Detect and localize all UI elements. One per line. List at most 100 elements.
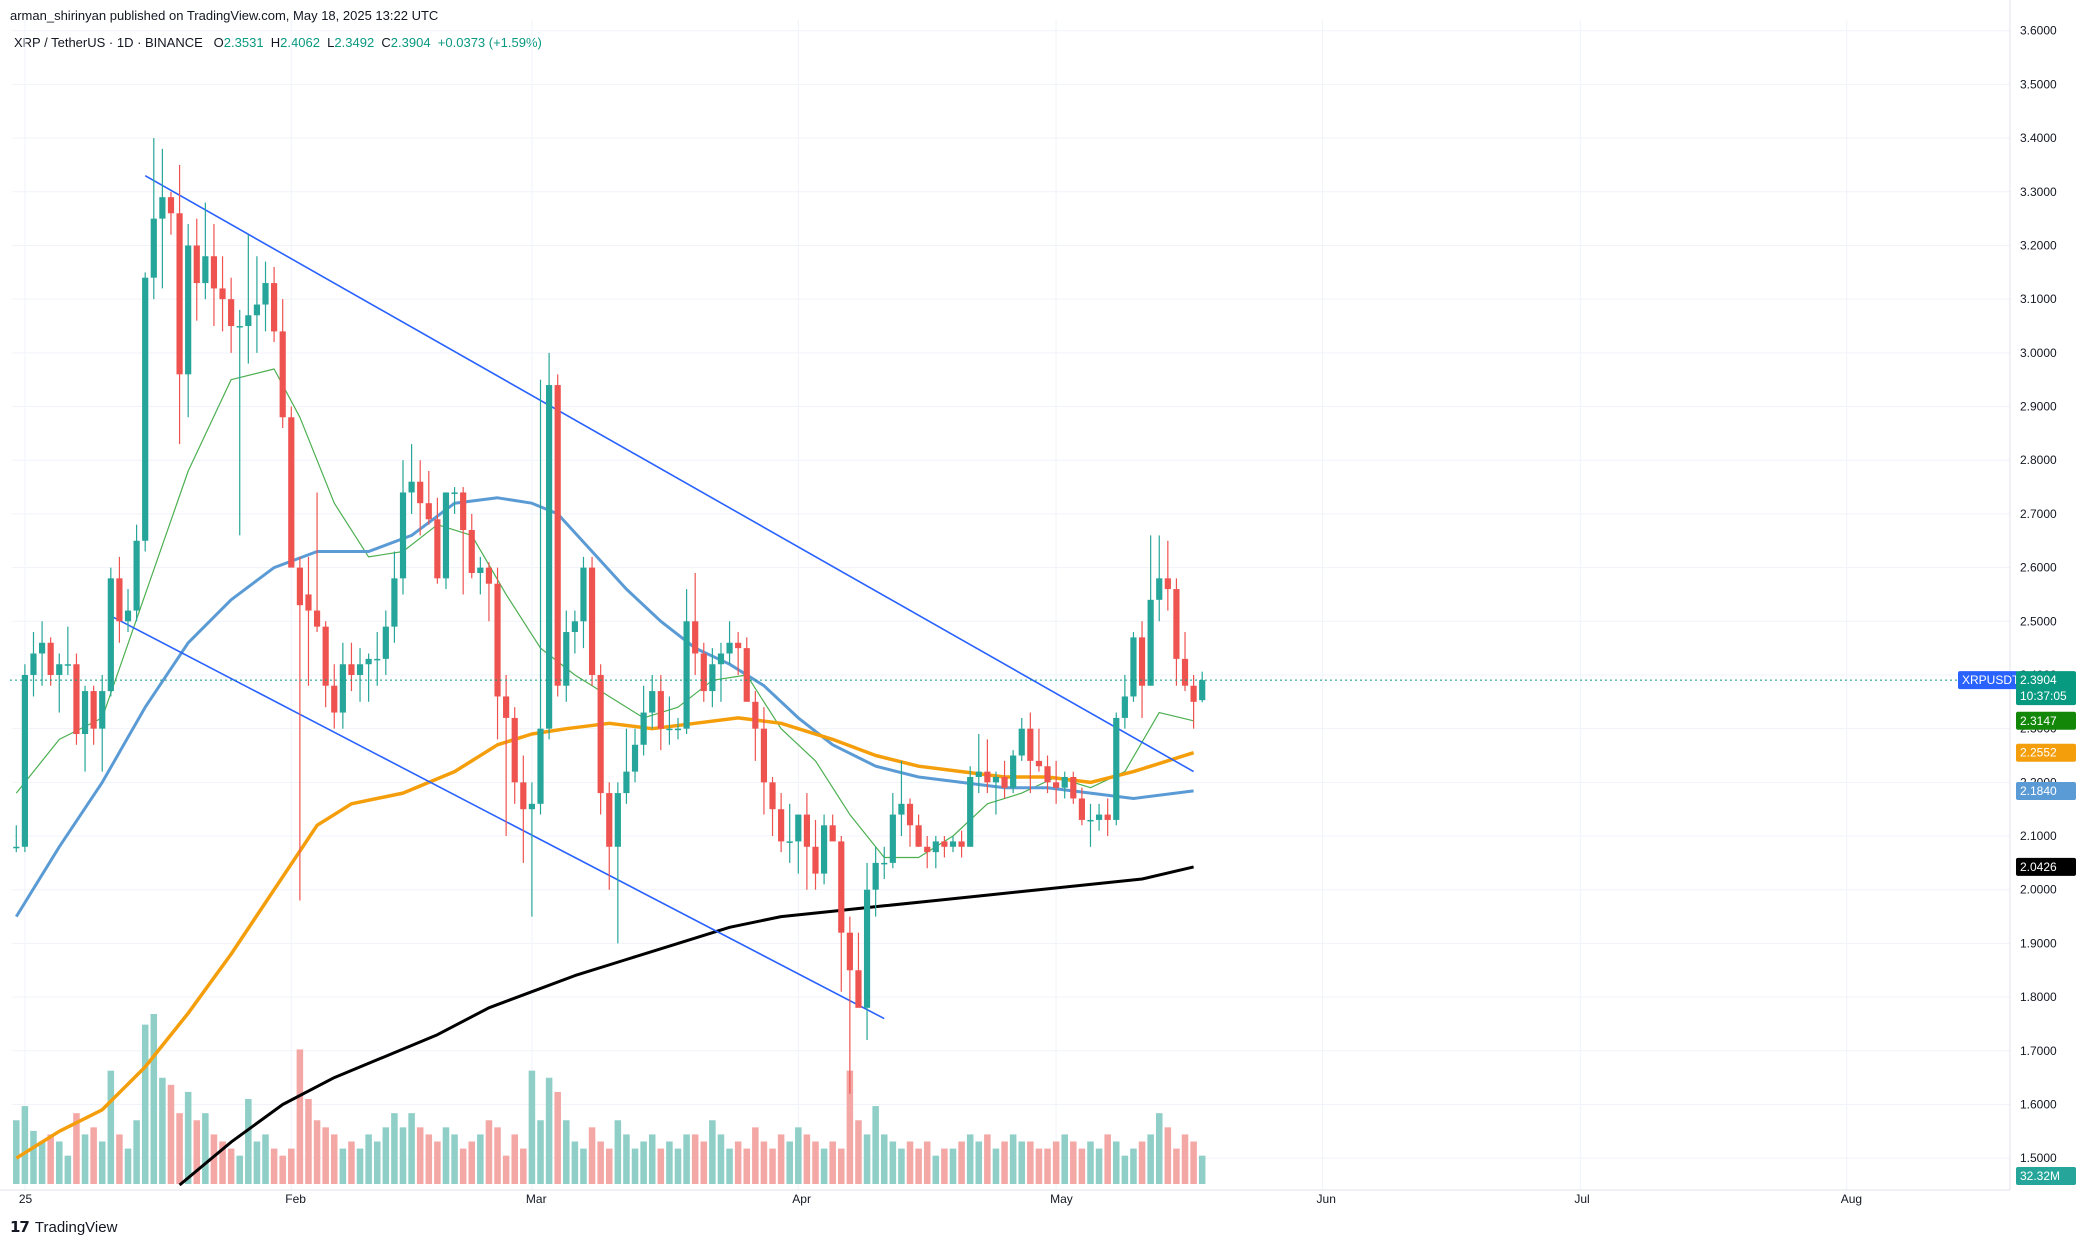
volume-bar: [949, 1148, 957, 1184]
candle-body: [1138, 637, 1146, 686]
candle-body: [1121, 696, 1128, 718]
price-badge-text: 2.1840: [2020, 784, 2057, 798]
volume-bar: [829, 1141, 836, 1184]
candle-body: [752, 701, 759, 729]
candle-body: [434, 519, 441, 579]
volume-bars: [13, 1014, 1206, 1184]
candle-body: [580, 567, 587, 622]
tradingview-logo[interactable]: 𝟭𝟳 TradingView: [10, 1218, 117, 1237]
y-tick-label: 2.5000: [2020, 614, 2057, 628]
volume-bar: [812, 1141, 819, 1184]
candle-body: [623, 771, 630, 794]
volume-bar: [683, 1134, 690, 1184]
volume-bar: [545, 1077, 553, 1184]
candle-body: [881, 862, 888, 865]
candle-body: [442, 492, 450, 579]
volume-bar: [210, 1134, 218, 1184]
price-badges: XRPUSDT 2.3904 10:37:05 2.3147 2.2552 2.1840 2…: [1958, 671, 2076, 1185]
candle-body: [958, 841, 965, 847]
symbol-name[interactable]: XRP / TetherUS · 1D · BINANCE: [14, 35, 203, 50]
volume-bar: [373, 1141, 381, 1184]
price-badge: [2016, 711, 2076, 730]
volume-bar: [451, 1134, 458, 1184]
volume-bar: [391, 1113, 398, 1184]
high-value: 2.4062: [280, 35, 320, 50]
price-badge-text: 2.3904: [2020, 673, 2057, 687]
candle-body: [984, 771, 991, 783]
candle-body: [202, 256, 209, 284]
candle-body: [331, 685, 338, 713]
volume-bar: [365, 1134, 372, 1184]
volume-bar: [425, 1134, 433, 1184]
volume-bar: [296, 1049, 304, 1184]
volume-bar: [743, 1148, 751, 1184]
volume-bar: [339, 1148, 347, 1184]
volume-bar: [786, 1141, 793, 1184]
candle-body: [64, 664, 71, 666]
volume-bar: [227, 1148, 235, 1184]
price-badge-text: 2.0426: [2020, 860, 2057, 874]
candle-body: [786, 841, 793, 843]
close-value: 2.3904: [390, 35, 431, 50]
volume-bar: [898, 1148, 905, 1184]
y-tick-label: 1.7000: [2020, 1044, 2057, 1058]
y-tick-label: 1.6000: [2020, 1097, 2057, 1111]
volume-bar: [382, 1127, 390, 1184]
volume-bar: [305, 1099, 312, 1184]
volume-bar: [709, 1120, 716, 1184]
volume-bar: [537, 1120, 544, 1184]
candle-body: [193, 245, 200, 284]
volume-bar: [984, 1134, 991, 1184]
volume-bar: [666, 1141, 673, 1184]
price-badge: [2016, 857, 2076, 876]
candle-body: [485, 567, 493, 584]
candle-body: [666, 728, 673, 731]
candle-body: [872, 862, 879, 890]
volume-bar: [98, 1141, 106, 1184]
candle-body: [271, 283, 278, 332]
volume-bar: [820, 1148, 828, 1184]
candle-body: [975, 771, 982, 777]
volume-bar: [941, 1148, 948, 1184]
price-badge: [2016, 743, 2076, 762]
candle-body: [305, 594, 312, 611]
volume-bar: [1009, 1134, 1017, 1184]
candle-body: [1078, 798, 1085, 820]
candle-body: [47, 642, 54, 675]
candle-body: [511, 717, 518, 783]
volume-bar: [691, 1134, 699, 1184]
candle-body: [374, 658, 381, 661]
candle-body: [649, 691, 656, 713]
candle-body: [150, 218, 157, 278]
volume-bar: [863, 1134, 871, 1184]
symbol-legend: XRP / TetherUS · 1D · BINANCE O2.3531 H2…: [14, 35, 542, 50]
candle-body: [932, 841, 939, 853]
candle-body: [743, 648, 750, 702]
candle-body: [597, 674, 604, 794]
volume-bar: [958, 1141, 965, 1184]
volume-bar: [975, 1141, 983, 1184]
candle-body: [1147, 599, 1154, 686]
volume-bar: [1052, 1141, 1060, 1184]
volume-bar: [262, 1134, 269, 1184]
candle-body: [528, 803, 536, 810]
volume-bar: [734, 1141, 742, 1184]
volume-bar: [159, 1077, 166, 1184]
candle-body: [1035, 760, 1043, 767]
candle-body: [726, 642, 733, 654]
volume-bar: [838, 1148, 845, 1184]
candle-body: [477, 567, 484, 573]
candles: [13, 138, 1206, 1094]
candle-body: [795, 814, 802, 842]
candle-body: [245, 315, 252, 327]
close-label: C: [381, 35, 391, 50]
candle-body: [838, 841, 845, 933]
candle-body: [56, 664, 63, 675]
x-tick-label: 25: [19, 1192, 33, 1206]
low-value: 2.3492: [334, 35, 375, 50]
candle-body: [253, 304, 261, 316]
volume-bar: [717, 1134, 725, 1184]
volume-bar: [992, 1148, 1000, 1184]
